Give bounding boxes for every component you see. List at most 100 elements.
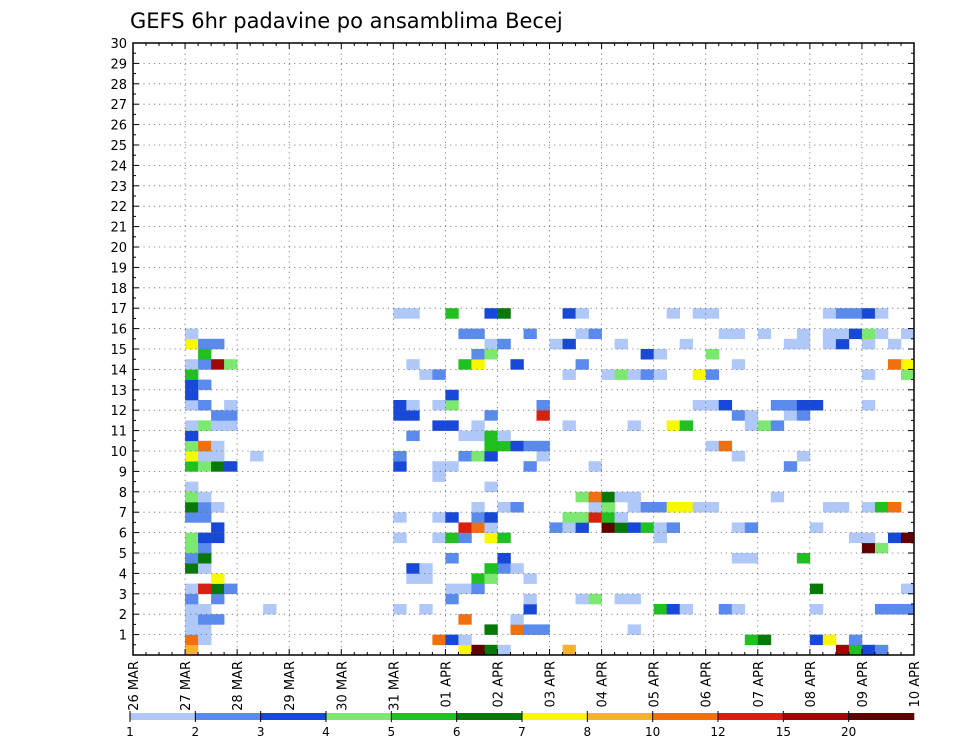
heatmap-cell bbox=[575, 359, 589, 370]
y-tick-label: 24 bbox=[110, 159, 127, 174]
heatmap-cell bbox=[445, 512, 459, 523]
heatmap-cell bbox=[185, 624, 199, 635]
heatmap-cell bbox=[185, 430, 199, 442]
y-tick-label: 13 bbox=[110, 384, 127, 399]
heatmap-cell bbox=[614, 593, 628, 605]
heatmap-cell bbox=[848, 634, 863, 646]
heatmap-cell bbox=[484, 430, 498, 442]
colorbar-swatch bbox=[652, 713, 719, 720]
heatmap-cell bbox=[822, 502, 837, 513]
heatmap-cell bbox=[614, 512, 628, 523]
heatmap-cell bbox=[783, 400, 798, 411]
heatmap-cell bbox=[835, 328, 850, 340]
heatmap-cell bbox=[783, 410, 798, 421]
heatmap-cell bbox=[536, 400, 550, 411]
heatmap-cell bbox=[575, 308, 589, 319]
heatmap-cell bbox=[848, 532, 863, 544]
heatmap-cell bbox=[445, 400, 459, 411]
heatmap-cell bbox=[783, 461, 798, 472]
heatmap-cell bbox=[562, 512, 576, 523]
colorbar-swatch bbox=[326, 713, 392, 720]
y-tick-label: 2 bbox=[119, 608, 127, 623]
heatmap-cell bbox=[562, 369, 576, 380]
heatmap-cell bbox=[211, 420, 225, 431]
colorbar: 1 2 3 4 5 6 7 8 10 12 15 20 bbox=[126, 711, 915, 739]
heatmap-cell bbox=[848, 328, 863, 340]
heatmap-cell bbox=[653, 522, 667, 533]
heatmap-cell bbox=[406, 308, 420, 319]
heatmap-cell bbox=[198, 542, 212, 554]
heatmap-cell bbox=[588, 593, 602, 605]
heatmap-cell bbox=[705, 440, 720, 452]
heatmap-cell bbox=[432, 400, 446, 411]
heatmap-cell bbox=[861, 502, 876, 513]
heatmap-cell bbox=[484, 451, 498, 462]
heatmap-cells bbox=[185, 308, 915, 656]
heatmap-cell bbox=[796, 451, 811, 462]
heatmap-cell bbox=[718, 604, 733, 615]
heatmap-cell bbox=[497, 563, 511, 574]
y-tick-label: 19 bbox=[110, 261, 127, 276]
heatmap-cell bbox=[198, 451, 212, 462]
heatmap-cell bbox=[861, 328, 876, 340]
heatmap-cell bbox=[198, 624, 212, 635]
heatmap-cell bbox=[549, 338, 563, 350]
heatmap-cell bbox=[718, 328, 733, 340]
x-tick-label: 03 APR bbox=[544, 661, 559, 707]
heatmap-cell bbox=[211, 461, 225, 472]
heatmap-cell bbox=[874, 604, 889, 615]
heatmap-cell bbox=[198, 461, 212, 472]
colorbar-label: 3 bbox=[257, 725, 265, 739]
colorbar-label: 7 bbox=[518, 725, 526, 739]
heatmap-cell bbox=[536, 624, 550, 635]
heatmap-cell bbox=[484, 563, 498, 574]
heatmap-cell bbox=[458, 328, 472, 340]
heatmap-cell bbox=[523, 593, 537, 605]
x-tick-label: 02 APR bbox=[491, 661, 506, 707]
y-tick-label: 3 bbox=[119, 588, 127, 603]
heatmap-cell bbox=[211, 451, 225, 462]
y-tick-label: 20 bbox=[110, 241, 127, 256]
heatmap-cell bbox=[666, 522, 680, 533]
heatmap-cell bbox=[523, 573, 537, 584]
heatmap-cell bbox=[224, 583, 238, 595]
heatmap-cell bbox=[471, 430, 485, 442]
colorbar-label: 12 bbox=[710, 725, 725, 739]
x-tick-label: 08 APR bbox=[804, 661, 819, 707]
heatmap-cell bbox=[796, 410, 811, 421]
heatmap-cell bbox=[198, 491, 212, 503]
heatmap-cell bbox=[458, 644, 472, 656]
y-tick-label: 30 bbox=[110, 37, 127, 52]
heatmap-cell bbox=[588, 512, 602, 523]
heatmap-cell bbox=[614, 369, 628, 380]
heatmap-cell bbox=[198, 583, 212, 595]
heatmap-cell bbox=[185, 379, 199, 391]
heatmap-cell bbox=[185, 481, 199, 493]
heatmap-cell bbox=[484, 349, 498, 360]
x-tick-label: 28 MAR bbox=[231, 661, 246, 711]
heatmap-cell bbox=[848, 308, 863, 319]
heatmap-cell bbox=[640, 349, 654, 360]
heatmap-cell bbox=[198, 359, 212, 370]
heatmap-cell bbox=[861, 400, 876, 411]
chart-title: GEFS 6hr padavine po ansamblima Becej bbox=[130, 9, 563, 33]
heatmap-cell bbox=[445, 461, 459, 472]
heatmap-cell bbox=[393, 461, 407, 472]
heatmap-cell bbox=[679, 420, 694, 431]
heatmap-cell bbox=[536, 410, 550, 421]
heatmap-cell bbox=[731, 553, 746, 564]
x-tick-label: 30 MAR bbox=[335, 661, 350, 711]
heatmap-cell bbox=[458, 532, 472, 544]
heatmap-cell bbox=[757, 328, 772, 340]
heatmap-cell bbox=[393, 400, 407, 411]
heatmap-cell bbox=[744, 420, 759, 431]
heatmap-cell bbox=[471, 583, 485, 595]
heatmap-cell bbox=[185, 491, 199, 503]
heatmap-cell bbox=[809, 583, 824, 595]
heatmap-cell bbox=[393, 308, 407, 319]
heatmap-cell bbox=[809, 522, 824, 533]
heatmap-cell bbox=[185, 512, 199, 523]
heatmap-cell bbox=[211, 502, 225, 513]
heatmap-cell bbox=[510, 563, 524, 574]
heatmap-cell bbox=[497, 502, 511, 513]
